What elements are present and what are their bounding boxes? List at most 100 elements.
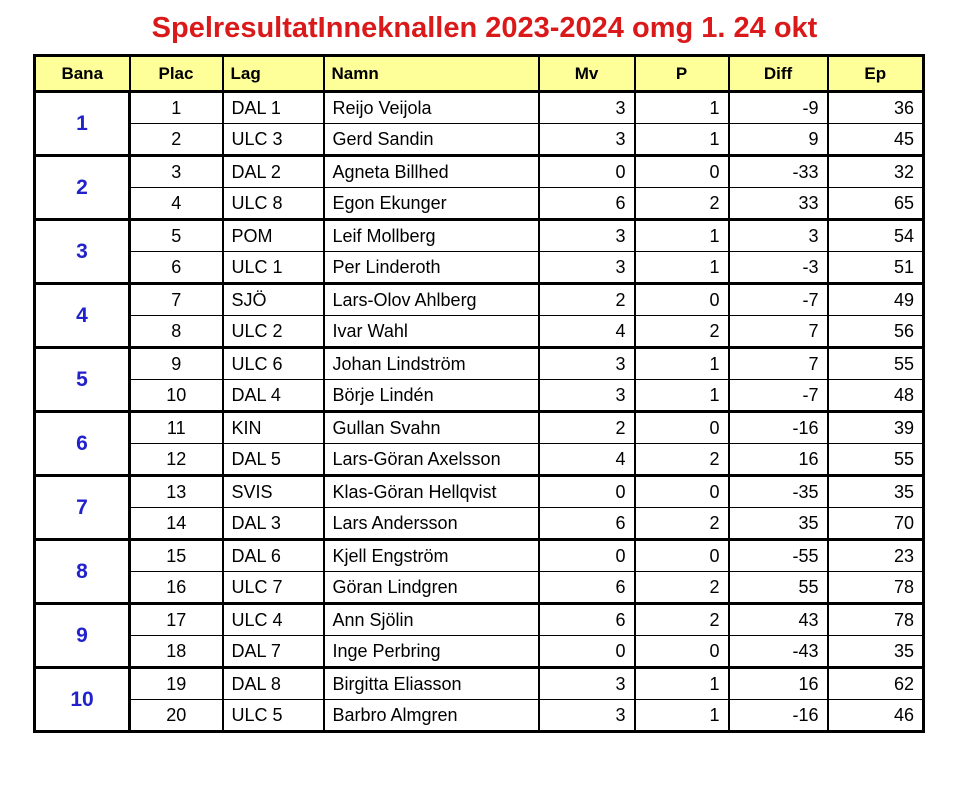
table-row: 2 3 DAL 2 Agneta Billhed 0 0 -33 32	[33, 154, 925, 220]
diff-cell: -33	[727, 155, 829, 188]
plac-cell: 3	[128, 155, 224, 188]
namn-cell: Klas-Göran Hellqvist	[322, 475, 540, 508]
lag-cell: DAL 4	[221, 379, 325, 413]
mv-cell: 0	[537, 635, 636, 669]
lag-cell: ULC 6	[221, 347, 325, 380]
plac-cell: 17	[128, 603, 224, 636]
table-row: 7 13 SVIS Klas-Göran Hellqvist 0 0 -35 35	[33, 474, 925, 540]
plac-cell: 12	[128, 443, 224, 477]
diff-cell: 16	[727, 443, 829, 477]
mv-cell: 4	[537, 315, 636, 349]
diff-cell: 43	[727, 603, 829, 636]
ep-cell: 45	[826, 123, 925, 157]
namn-cell: Johan Lindström	[322, 347, 540, 380]
bana-cell: 6	[33, 410, 131, 476]
table-row: 5 9 ULC 6 Johan Lindström 3 1 7 55	[33, 346, 925, 412]
plac-cell: 14	[128, 507, 224, 541]
mv-cell: 3	[537, 91, 636, 124]
bana-cell: 4	[33, 282, 131, 348]
table-row: 4 7 SJÖ Lars-Olov Ahlberg 2 0 -7 49	[33, 282, 925, 348]
p-cell: 2	[633, 507, 730, 541]
p-cell: 2	[633, 571, 730, 605]
lag-cell: ULC 3	[221, 123, 325, 157]
table-row: 10 DAL 4 Börje Lindén 3 1 -7 48	[35, 379, 925, 413]
namn-cell: Barbro Almgren	[322, 699, 540, 733]
namn-cell: Lars Andersson	[322, 507, 540, 541]
lag-cell: DAL 1	[221, 91, 325, 124]
diff-cell: 16	[727, 667, 829, 700]
plac-cell: 6	[128, 251, 224, 285]
plac-cell: 19	[128, 667, 224, 700]
plac-cell: 18	[128, 635, 224, 669]
diff-cell: 7	[727, 315, 829, 349]
lag-cell: KIN	[221, 411, 325, 444]
ep-cell: 32	[826, 155, 925, 188]
diff-cell: 35	[727, 507, 829, 541]
lag-cell: DAL 6	[221, 539, 325, 572]
table-row: 12 DAL 5 Lars-Göran Axelsson 4 2 16 55	[35, 443, 925, 477]
page-title: SpelresultatInneknallen 2023-2024 omg 1.…	[151, 12, 818, 44]
table-row: 1 1 DAL 1 Reijo Veijola 3 1 -9 36	[33, 90, 925, 156]
p-cell: 1	[633, 379, 730, 413]
ep-cell: 70	[826, 507, 925, 541]
plac-cell: 20	[128, 699, 224, 733]
plac-cell: 10	[128, 379, 224, 413]
ep-cell: 39	[826, 411, 925, 444]
bana-cell: 3	[33, 218, 131, 284]
table-body: 1 1 DAL 1 Reijo Veijola 3 1 -9 36 2 ULC 3 Gerd San…	[33, 90, 925, 733]
ep-cell: 51	[826, 251, 925, 285]
diff-cell: -16	[727, 699, 829, 733]
table-row: 2 ULC 3 Gerd Sandin 3 1 9 45	[35, 123, 925, 157]
column-header-mv: Mv	[537, 54, 636, 93]
ep-cell: 78	[826, 603, 925, 636]
namn-cell: Lars-Olov Ahlberg	[322, 283, 540, 316]
mv-cell: 3	[537, 699, 636, 733]
mv-cell: 3	[537, 123, 636, 157]
column-header-bana: Bana	[33, 54, 131, 93]
lag-cell: ULC 1	[221, 251, 325, 285]
column-header-p: P	[633, 54, 730, 93]
namn-cell: Inge Perbring	[322, 635, 540, 669]
table-row: 10 19 DAL 8 Birgitta Eliasson 3 1 16 62	[33, 666, 925, 732]
ep-cell: 65	[826, 187, 925, 221]
diff-cell: -7	[727, 283, 829, 316]
ep-cell: 78	[826, 571, 925, 605]
bana-cell: 9	[33, 602, 131, 668]
lag-cell: DAL 7	[221, 635, 325, 669]
ep-cell: 48	[826, 379, 925, 413]
ep-cell: 49	[826, 283, 925, 316]
mv-cell: 3	[537, 379, 636, 413]
lag-cell: DAL 3	[221, 507, 325, 541]
p-cell: 2	[633, 315, 730, 349]
p-cell: 1	[633, 699, 730, 733]
plac-cell: 13	[128, 475, 224, 508]
bana-cell: 2	[33, 154, 131, 220]
p-cell: 1	[633, 251, 730, 285]
table-row: 6 11 KIN Gullan Svahn 2 0 -16 39	[33, 410, 925, 476]
mv-cell: 2	[537, 283, 636, 316]
lag-cell: ULC 7	[221, 571, 325, 605]
p-cell: 2	[633, 187, 730, 221]
lag-cell: ULC 8	[221, 187, 325, 221]
lag-cell: SVIS	[221, 475, 325, 508]
plac-cell: 9	[128, 347, 224, 380]
namn-cell: Ann Sjölin	[322, 603, 540, 636]
mv-cell: 0	[537, 539, 636, 572]
table-row: 8 ULC 2 Ivar Wahl 4 2 7 56	[35, 315, 925, 349]
ep-cell: 55	[826, 347, 925, 380]
ep-cell: 56	[826, 315, 925, 349]
mv-cell: 3	[537, 219, 636, 252]
mv-cell: 0	[537, 155, 636, 188]
lag-cell: ULC 5	[221, 699, 325, 733]
diff-cell: -7	[727, 379, 829, 413]
table-row: 14 DAL 3 Lars Andersson 6 2 35 70	[35, 507, 925, 541]
lag-cell: SJÖ	[221, 283, 325, 316]
plac-cell: 8	[128, 315, 224, 349]
diff-cell: -35	[727, 475, 829, 508]
lag-cell: ULC 2	[221, 315, 325, 349]
diff-cell: -16	[727, 411, 829, 444]
column-header-diff: Diff	[727, 54, 829, 93]
diff-cell: 7	[727, 347, 829, 380]
plac-cell: 1	[128, 91, 224, 124]
